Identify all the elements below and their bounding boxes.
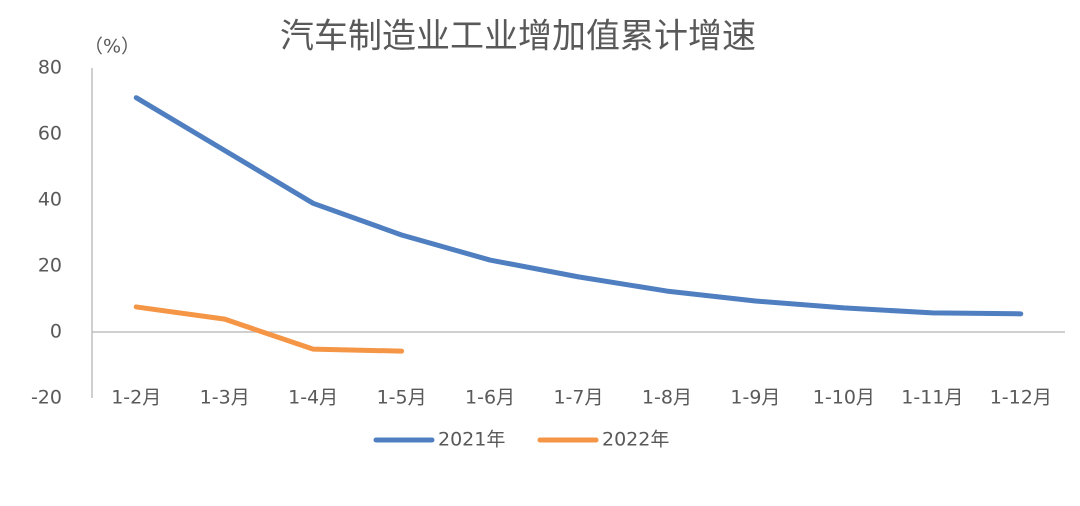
x-tick-label: 1-12月	[990, 387, 1052, 409]
x-tick-label: 1-6月	[465, 387, 515, 409]
x-tick-label: 1-9月	[730, 387, 780, 409]
x-tick-label: 1-5月	[377, 387, 427, 409]
y-tick-label: 0	[50, 321, 62, 343]
y-tick-label: 20	[38, 255, 62, 277]
y-tick-label: -20	[31, 387, 62, 409]
x-tick-label: 1-7月	[553, 387, 603, 409]
chart-title: 汽车制造业工业增加值累计增速	[280, 17, 756, 57]
y-tick-label: 40	[38, 189, 62, 211]
x-tick-label: 1-10月	[813, 387, 875, 409]
line-series	[133, 304, 405, 354]
y-tick-label: 80	[38, 57, 62, 79]
x-tick-label: 1-2月	[111, 387, 161, 409]
x-tick-label: 1-11月	[901, 387, 963, 409]
x-tick-label: 1-3月	[200, 387, 250, 409]
y-unit: （%）	[84, 36, 140, 58]
line-series	[133, 95, 1024, 317]
legend-label: 2022年	[602, 429, 669, 451]
x-tick-label: 1-4月	[288, 387, 338, 409]
y-tick-label: 60	[38, 123, 62, 145]
x-tick-label: 1-8月	[642, 387, 692, 409]
legend-label: 2021年	[438, 429, 505, 451]
